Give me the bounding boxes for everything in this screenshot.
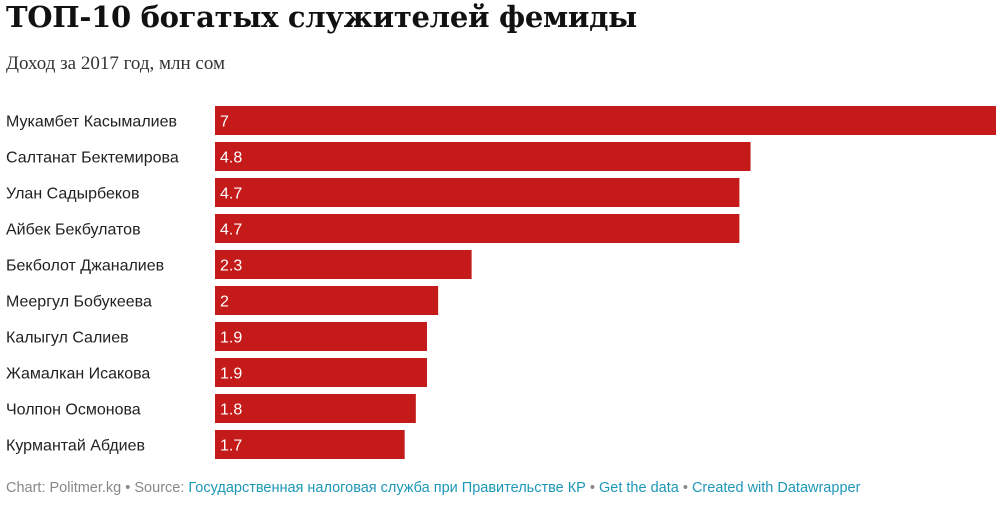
value-label: 1.9 [220,366,242,383]
category-label: Меергул Бобукеева [6,294,152,311]
category-label: Чолпон Осмонова [6,402,141,419]
value-label: 4.8 [220,150,242,167]
get-data-link[interactable]: Get the data [599,480,679,496]
source-link[interactable]: Государственная налоговая служба при Пра… [188,480,586,496]
bar [215,178,740,207]
category-label: Жамалкан Исакова [6,366,150,383]
value-label: 2 [220,294,229,311]
category-label: Айбек Бекбулатов [6,222,141,239]
category-label: Бекболот Джаналиев [6,258,164,275]
chart-subtitle: Доход за 2017 год, млн сом [6,53,226,74]
bar [215,322,427,351]
value-label: 4.7 [220,222,242,239]
chart-title: ТОП-10 богатых служителей фемиды [6,0,637,34]
datawrapper-link[interactable]: Created with Datawrapper [691,480,861,496]
footer-separator: • [589,480,595,496]
category-label: Курмантай Абдиев [6,438,145,455]
value-label: 1.9 [220,330,242,347]
source-prefix: Source: [134,480,189,496]
chart-footer: Chart: Politmer.kg • Source: Государстве… [6,480,860,496]
bar [215,394,416,423]
bar [215,106,996,135]
bar-chart: Мукамбет Касымалиев 7 Салтанат Бектемирова… [6,106,996,459]
bar [215,250,472,279]
value-label: 1.8 [220,402,242,419]
chart-credit: Chart: Politmer.kg [6,480,122,496]
category-label: Мукамбет Касымалиев [6,114,177,131]
footer-separator: • [682,480,688,496]
bar [215,430,405,459]
value-label: 4.7 [220,186,242,203]
value-label: 1.7 [220,438,242,455]
bar [215,214,740,243]
value-label: 2.3 [220,258,242,275]
bar [215,358,427,387]
bar [215,286,439,315]
category-label: Улан Садырбеков [6,186,139,203]
bar [215,142,751,171]
footer-separator: • [125,480,131,496]
value-label: 7 [220,114,229,131]
category-label: Калыгул Салиев [6,330,129,347]
category-label: Салтанат Бектемирова [6,150,179,167]
